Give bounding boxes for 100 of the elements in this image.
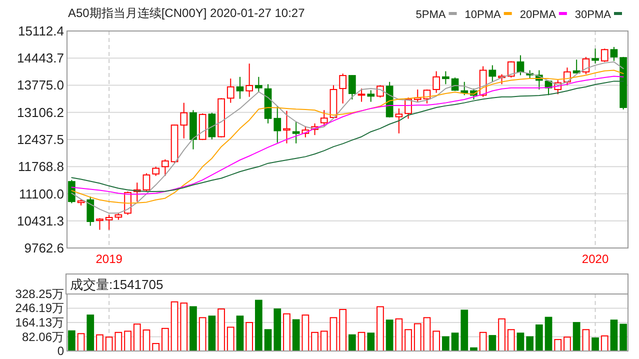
- bar: [582, 329, 590, 352]
- bar: [498, 318, 506, 352]
- bar: [423, 317, 431, 352]
- bar: [264, 329, 272, 352]
- y-tick-label: 11768.8: [18, 159, 64, 174]
- bar: [77, 333, 85, 352]
- bar: [208, 316, 216, 352]
- y-tick-label: 13775.0: [17, 78, 64, 93]
- y-tick-label: 11100.0: [18, 186, 64, 202]
- candlestick: [442, 70, 450, 85]
- bar: [358, 332, 366, 352]
- candlestick: [96, 218, 104, 230]
- bar: [170, 301, 178, 352]
- chart-title: 成交量:1541705: [70, 277, 164, 292]
- bar: [190, 306, 197, 352]
- bar: [292, 319, 300, 352]
- bar: [311, 332, 318, 352]
- y-tick-label: 328.25万: [15, 287, 64, 301]
- bar: [180, 302, 188, 352]
- bar: [68, 330, 76, 352]
- x-tick-label: 2019: [96, 252, 123, 266]
- bar: [460, 310, 468, 352]
- y-tick-label: 14443.7: [17, 50, 64, 66]
- bar: [302, 314, 310, 352]
- bar: [133, 324, 141, 352]
- candlestick: [283, 110, 290, 144]
- candlestick: [358, 88, 366, 102]
- bar: [254, 300, 262, 352]
- y-tick-label: 0: [57, 344, 64, 358]
- bar: [236, 316, 244, 352]
- y-tick-label: 15112.4: [18, 24, 64, 38]
- candlestick: [246, 63, 254, 98]
- candlestick: [507, 60, 515, 78]
- candlestick: [180, 102, 188, 139]
- bar: [283, 313, 290, 352]
- candlestick: [226, 78, 234, 104]
- candlestick: [208, 112, 216, 140]
- candlestick: [86, 196, 94, 226]
- bar: [564, 336, 571, 352]
- bar: [620, 324, 628, 352]
- bar: [330, 317, 338, 352]
- bar: [479, 332, 487, 352]
- candlestick: [152, 166, 160, 176]
- candlestick: [320, 110, 328, 127]
- candlestick: [610, 46, 618, 62]
- bar: [610, 320, 618, 352]
- y-tick-label: 12437.5: [17, 132, 64, 147]
- bar: [516, 332, 524, 352]
- bar: [535, 324, 543, 352]
- bar: [386, 320, 394, 352]
- candlestick: [600, 48, 608, 62]
- bar: [592, 337, 599, 352]
- candlestick: [376, 84, 384, 98]
- bar: [161, 328, 169, 352]
- bar: [414, 323, 422, 352]
- candlestick: [488, 64, 496, 82]
- bar: [376, 306, 384, 352]
- candlestick: [292, 121, 300, 144]
- y-tick-label: 246.19万: [15, 301, 64, 316]
- bar: [600, 335, 608, 352]
- candlestick: [516, 54, 524, 76]
- candlestick: [236, 76, 244, 100]
- candlestick: [582, 56, 590, 75]
- bar: [218, 308, 225, 352]
- bar: [526, 336, 534, 352]
- legend-label: 30PMA: [574, 9, 612, 21]
- bar: [507, 329, 515, 352]
- bar: [96, 334, 104, 352]
- candlestick: [395, 108, 403, 134]
- candlestick: [592, 48, 599, 64]
- x-tick-label: 2020: [582, 252, 609, 266]
- y-tick-label: 10431.3: [17, 213, 64, 228]
- candlestick: [572, 59, 580, 74]
- candlestick: [274, 106, 282, 144]
- bar: [404, 329, 412, 352]
- candlestick: [432, 70, 440, 94]
- bar: [339, 309, 347, 352]
- bar: [142, 329, 150, 352]
- candlestick: [142, 172, 150, 192]
- bar: [274, 308, 282, 352]
- bar: [198, 317, 206, 352]
- bar: [246, 322, 254, 352]
- legend-label: 20PMA: [520, 9, 557, 21]
- candlestick: [339, 73, 347, 104]
- legend-label: 5PMA: [416, 9, 446, 21]
- bar: [544, 316, 552, 352]
- y-tick-label: 9762.6: [24, 240, 64, 256]
- bar: [432, 330, 440, 352]
- bar: [367, 332, 375, 352]
- candlestick: [254, 76, 262, 92]
- candlestick: [367, 90, 375, 102]
- y-tick-label: 164.13万: [15, 316, 64, 330]
- bar: [320, 330, 328, 352]
- bar: [86, 314, 94, 352]
- chart-title: A50期指当月连续[CN00Y] 2020-01-27 10:27: [68, 6, 306, 20]
- legend-label: 10PMA: [464, 9, 502, 21]
- bar: [442, 336, 450, 352]
- candlestick: [348, 74, 356, 100]
- bar: [226, 326, 234, 352]
- bar: [488, 335, 496, 352]
